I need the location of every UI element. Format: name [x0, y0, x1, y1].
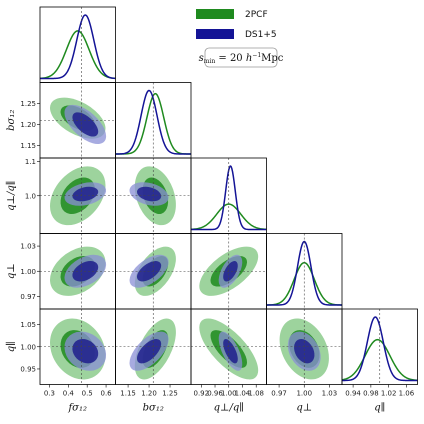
x-tick-label: 1.00	[221, 390, 237, 398]
contour-inner-DS1+5	[72, 112, 99, 137]
contour-inner-DS1+5	[72, 339, 99, 364]
legend-label-ds: DS1+5	[245, 30, 277, 40]
y-tick-label: 1.05	[20, 321, 36, 329]
x-tick-label: 1.02	[381, 390, 397, 398]
y-tick-label: 1.03	[20, 243, 36, 251]
contour-inner-DS1+5	[136, 186, 162, 202]
x-tick-label: 1.00	[296, 390, 312, 398]
x-tick-label: 0.4	[63, 390, 75, 398]
panel-content	[266, 233, 342, 309]
contour-inner-DS1+5	[223, 261, 238, 282]
panel-content	[40, 82, 116, 158]
x-axis-label: bσ₁₂	[143, 403, 164, 414]
annotation-box	[204, 47, 278, 68]
panel-content	[266, 309, 342, 385]
y-axis-label: q∥	[5, 341, 17, 352]
x-tick-label: 1.06	[399, 390, 415, 398]
x-tick-label: 0.5	[82, 390, 93, 398]
panel-3-1	[115, 233, 192, 310]
panel-content	[40, 309, 116, 385]
x-axis-label: fσ₁₂	[67, 403, 87, 414]
x-tick-label: 0.3	[44, 390, 55, 398]
panel-3-2	[190, 233, 267, 310]
contour-inner-DS1+5	[136, 339, 162, 364]
y-tick-label: 1.15	[20, 142, 36, 150]
y-tick-label: 0.97	[20, 293, 36, 301]
panel-content	[342, 309, 418, 385]
y-tick-label: 1.00	[20, 268, 36, 276]
smin-annotation: smin = 20 h−1Mpc	[199, 52, 284, 65]
x-tick-label: 1.03	[322, 390, 338, 398]
x-axis-label: q⊥/q∥	[214, 402, 244, 414]
legend-label-2pcf: 2PCF	[245, 10, 268, 20]
y-axis-label: q⊥/q∥	[5, 181, 17, 211]
y-tick-label: 1.20	[20, 121, 36, 129]
panel-3-0: 0.97 1.00 1.03 q⊥	[6, 233, 116, 310]
panel-4-2: 0.920.961.001.041.08 q⊥/q∥	[190, 308, 267, 414]
x-tick-label: 1.04	[235, 390, 251, 398]
density-2PCF	[191, 203, 267, 231]
panel-content	[40, 7, 116, 83]
panel-1-1	[115, 82, 192, 159]
panel-4-3: 0.97 1.00 1.03 q⊥	[266, 308, 343, 414]
density-2PCF	[40, 30, 116, 80]
panel-frame	[341, 308, 418, 385]
panel-4-0: 0.3 0.4 0.5 0.6 fσ₁₂ 0.95 1.00 1.05 q∥	[5, 308, 116, 414]
panel-2-1	[115, 157, 192, 234]
x-tick-label: 1.25	[162, 390, 178, 398]
x-axis-label: q⊥	[296, 403, 312, 414]
x-tick-label: 1.20	[141, 390, 157, 398]
panel-2-0: 1.0 1.1 q⊥/q∥	[5, 157, 116, 234]
panel-content	[40, 233, 116, 309]
x-tick-label: 0.96	[207, 390, 223, 398]
panel-4-1: 1.15 1.20 1.25 bσ₁₂	[115, 308, 192, 414]
contour-inner-DS1+5	[294, 339, 315, 364]
panel-content	[191, 158, 267, 234]
panel-3-3	[266, 233, 343, 310]
contour-inner-DS1+5	[72, 186, 99, 202]
density-2PCF	[342, 338, 418, 382]
panel-content	[115, 233, 191, 309]
density-DS1+5	[40, 14, 116, 80]
y-tick-label: 1.0	[25, 192, 36, 200]
panel-content	[191, 309, 267, 385]
x-tick-label: 0.94	[345, 390, 361, 398]
panel-content	[40, 158, 116, 234]
panel-content	[115, 82, 191, 158]
x-tick-label: 0.97	[271, 390, 287, 398]
legend: 2PCF DS1+5 smin = 20 h−1Mpc	[196, 9, 284, 68]
panel-4-4: 0.94 0.98 1.02 1.06 q∥	[341, 308, 418, 414]
x-tick-label: 0.6	[100, 390, 112, 398]
panel-frame	[39, 6, 116, 83]
y-tick-label: 1.25	[20, 100, 36, 108]
x-tick-label: 0.92	[193, 390, 209, 398]
panel-content	[191, 233, 267, 309]
x-tick-label: 1.08	[248, 390, 264, 398]
legend-swatch-2pcf	[196, 9, 234, 19]
panel-0-0	[39, 6, 116, 83]
x-axis-label: q∥	[374, 402, 385, 414]
y-axis-label: q⊥	[6, 263, 17, 279]
y-tick-label: 0.95	[20, 365, 36, 373]
legend-swatch-ds	[196, 29, 234, 39]
density-DS1+5	[191, 165, 267, 231]
y-tick-label: 1.00	[20, 343, 36, 351]
y-axis-label: bσ₁₂	[6, 110, 17, 131]
panel-2-2	[190, 157, 267, 234]
panel-content	[115, 309, 191, 385]
contour-inner-DS1+5	[223, 339, 238, 364]
y-tick-label: 1.1	[25, 158, 36, 166]
panel-content	[115, 158, 191, 234]
x-tick-label: 1.15	[120, 390, 136, 398]
x-tick-label: 0.98	[363, 390, 379, 398]
